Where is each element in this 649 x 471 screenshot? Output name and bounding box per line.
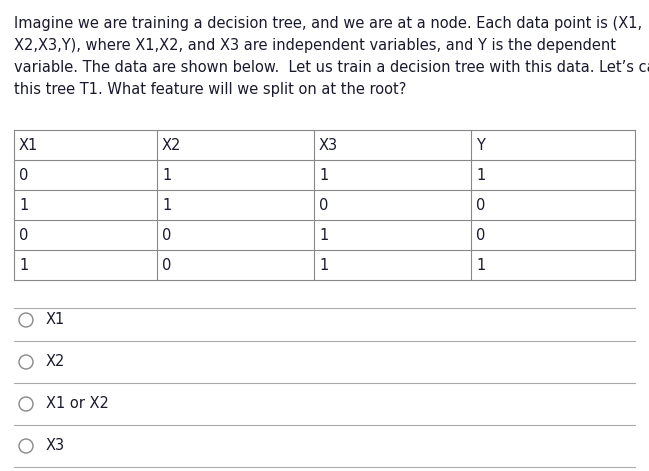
- Text: 1: 1: [19, 197, 29, 212]
- Text: 1: 1: [162, 197, 171, 212]
- Text: X2: X2: [46, 355, 66, 370]
- Text: 0: 0: [319, 197, 328, 212]
- Text: 0: 0: [476, 197, 485, 212]
- Text: 0: 0: [476, 227, 485, 243]
- Text: this tree T1. What feature will we split on at the root?: this tree T1. What feature will we split…: [14, 82, 406, 97]
- Text: 1: 1: [19, 258, 29, 273]
- Text: 0: 0: [19, 168, 29, 182]
- Text: X3: X3: [319, 138, 338, 153]
- Text: X1 or X2: X1 or X2: [46, 397, 109, 412]
- Text: 1: 1: [476, 258, 485, 273]
- Text: variable. The data are shown below.  Let us train a decision tree with this data: variable. The data are shown below. Let …: [14, 60, 649, 75]
- Text: 0: 0: [19, 227, 29, 243]
- Text: Y: Y: [476, 138, 485, 153]
- Text: 0: 0: [162, 258, 171, 273]
- Text: X2,X3,Y), where X1,X2, and X3 are independent variables, and Y is the dependent: X2,X3,Y), where X1,X2, and X3 are indepe…: [14, 38, 616, 53]
- Text: X1: X1: [46, 312, 66, 327]
- Text: 1: 1: [162, 168, 171, 182]
- Text: 0: 0: [162, 227, 171, 243]
- Text: 1: 1: [476, 168, 485, 182]
- Text: 1: 1: [319, 258, 328, 273]
- Text: 1: 1: [319, 227, 328, 243]
- Text: X1: X1: [19, 138, 38, 153]
- Text: X3: X3: [46, 439, 65, 454]
- Text: X2: X2: [162, 138, 181, 153]
- Text: Imagine we are training a decision tree, and we are at a node. Each data point i: Imagine we are training a decision tree,…: [14, 16, 642, 31]
- Text: 1: 1: [319, 168, 328, 182]
